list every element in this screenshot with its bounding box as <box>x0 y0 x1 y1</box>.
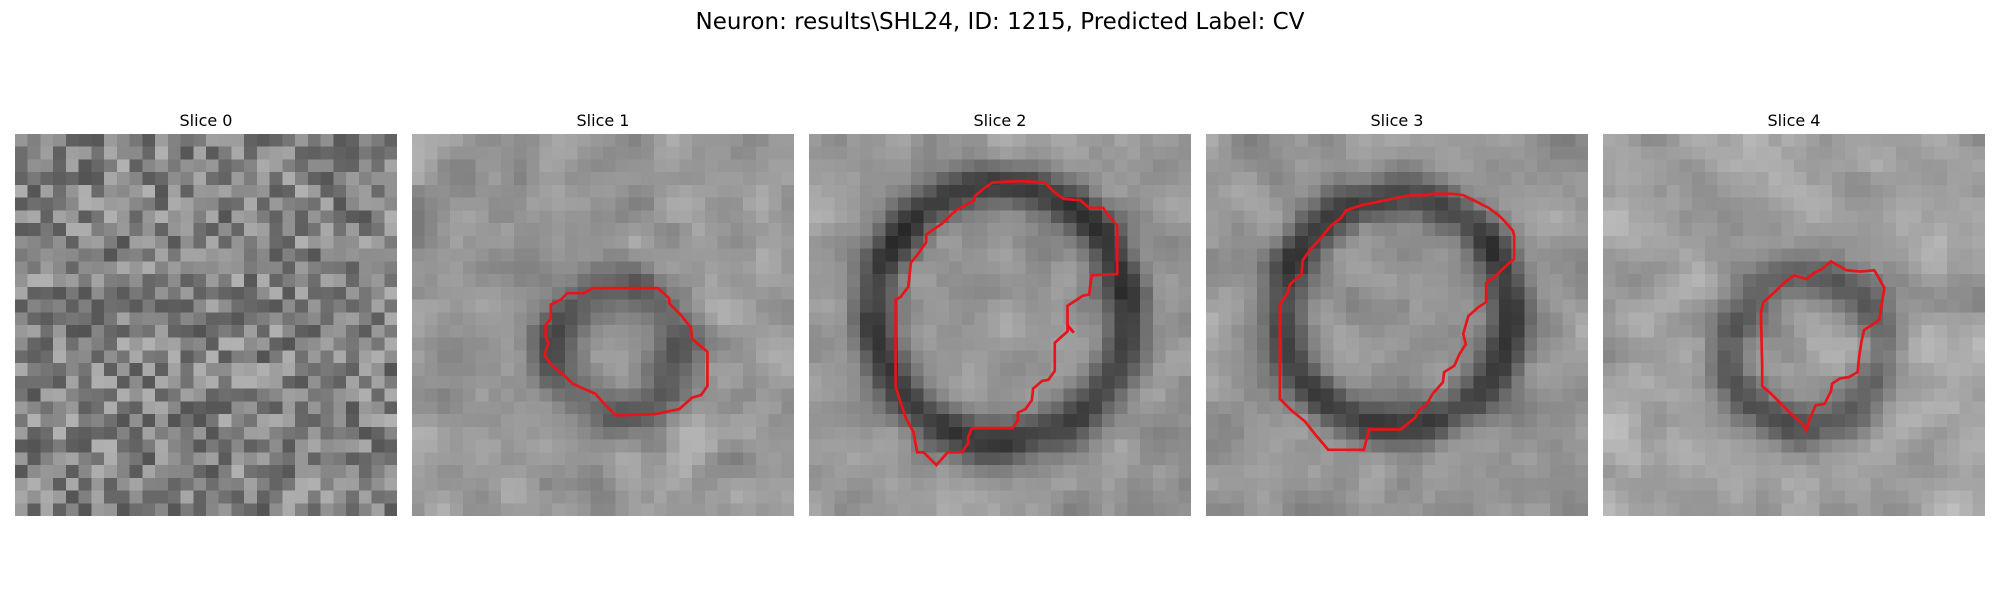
slice-pixels-3 <box>1206 134 1588 516</box>
slice-pixels-1 <box>412 134 794 516</box>
slice-image-2 <box>809 134 1191 516</box>
slice-image-1 <box>412 134 794 516</box>
slice-title-2: Slice 2 <box>973 111 1027 130</box>
slice-title-1: Slice 1 <box>576 111 630 130</box>
slice-title-4: Slice 4 <box>1767 111 1821 130</box>
slice-panel-0: Slice 0 <box>15 108 397 516</box>
slice-pixels-4 <box>1603 134 1985 516</box>
slice-pixels-0 <box>15 134 397 516</box>
contour-outline-3 <box>1278 192 1516 452</box>
contour-outline-1 <box>542 286 709 417</box>
slice-pixels-2 <box>809 134 1191 516</box>
slice-title-0: Slice 0 <box>179 111 233 130</box>
slice-image-3 <box>1206 134 1588 516</box>
slice-panel-1: Slice 1 <box>412 108 794 516</box>
slice-title-3: Slice 3 <box>1370 111 1424 130</box>
contour-outline-4 <box>1759 259 1886 435</box>
figure-title: Neuron: results\SHL24, ID: 1215, Predict… <box>695 9 1305 35</box>
slice-panel-3: Slice 3 <box>1206 108 1588 516</box>
contour-outline-2 <box>894 179 1119 468</box>
slice-panel-2: Slice 2 <box>809 108 1191 516</box>
slice-image-4 <box>1603 134 1985 516</box>
slice-image-0 <box>15 134 397 516</box>
slice-panel-4: Slice 4 <box>1603 108 1985 516</box>
